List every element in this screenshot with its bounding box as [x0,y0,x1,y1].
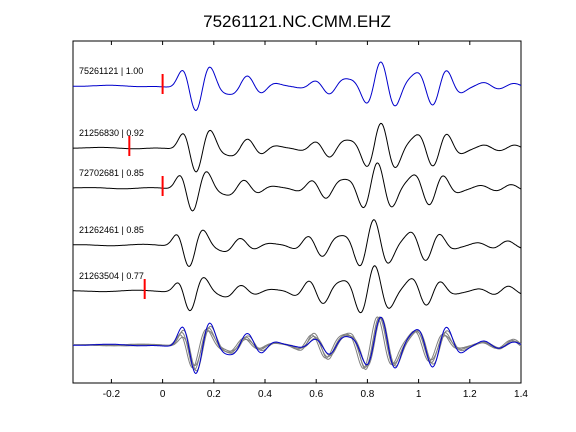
stack-master-line [73,316,522,374]
x-tick-label: 0.6 [309,389,323,400]
stack-layer [72,316,522,374]
trace-line [73,61,522,112]
trace-label: 21263504 | 0.77 [79,271,144,281]
label-layer: 75261121 | 1.00 21256830 | 0.92 72702681 |… [79,66,144,281]
x-tick-label: 1.2 [463,389,477,400]
trace-label: 75261121 | 1.00 [79,66,143,76]
x-tick-label: 0.4 [258,389,272,400]
pick-layer [128,74,164,299]
trace-label: 21262461 | 0.85 [79,225,144,235]
x-tick-label: 1 [416,389,422,400]
x-tick-label: 1.4 [514,389,528,400]
trace-line [73,219,522,267]
trace-line [72,122,522,173]
trace-label: 21256830 | 0.92 [79,128,144,138]
chart-title: 75261121.NC.CMM.EHZ [203,12,391,31]
trace-line [73,265,522,314]
trace-line [73,162,522,212]
plot-frame [72,40,522,384]
x-tick-label: 0 [160,389,166,400]
stack-trace-line [73,316,522,371]
x-tick-label: -0.2 [103,389,121,400]
x-tick-label: 0.8 [360,389,374,400]
trace-layer [72,61,522,314]
x-tick-label: 0.2 [207,389,221,400]
x-axis: -0.2 0 0.2 0.4 0.6 0.8 1 1.2 1.4 [103,41,528,400]
trace-label: 72702681 | 0.85 [79,168,144,178]
